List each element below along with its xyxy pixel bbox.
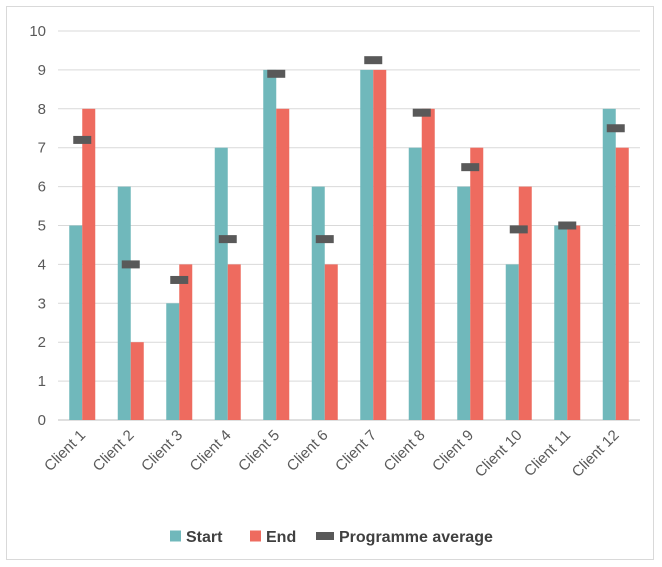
y-tick-label: 4 [38,256,46,273]
legend-swatch [170,530,181,542]
legend-label: End [266,529,296,546]
gridlines [58,30,640,421]
x-tick-label: Client 6 [284,427,332,475]
legend-label: Start [186,529,223,546]
legend-swatch [250,530,261,542]
bar-end [470,147,484,420]
average-marker [121,260,140,269]
x-tick-label: Client 5 [235,427,283,475]
legend-swatch [316,532,334,540]
bar-end [179,264,193,420]
bar-end [421,108,435,421]
average-marker [558,221,577,230]
y-tick-label: 0 [38,412,46,429]
bar-end [373,69,387,421]
bar-start [117,186,131,420]
x-tick-label: Client 1 [41,427,89,475]
y-axis-ticks: 0 1 2 3 4 5 6 7 8 9 10 [29,23,46,429]
bar-end [130,342,144,420]
x-tick-label: Client 2 [90,427,138,475]
x-tick-label: Client 10 [472,427,526,481]
average-marker [315,235,334,244]
average-marker [509,225,528,234]
average-marker [364,56,383,65]
y-tick-label: 2 [38,334,46,351]
average-marker [412,108,431,117]
y-tick-label: 1 [38,373,46,390]
bar-end [324,264,338,420]
bar-start [554,225,568,420]
x-tick-label: Client 7 [332,427,380,475]
bar-start [166,303,180,420]
bar-start [263,69,277,421]
bar-end [615,147,629,420]
average-marker [461,163,480,172]
y-tick-label: 9 [38,62,46,79]
average-marker [218,235,237,244]
average-marker [606,124,625,133]
average-marker [267,69,286,78]
average-markers [73,56,625,284]
legend: Start End Programme average [170,529,493,546]
y-tick-label: 8 [38,101,46,118]
bar-start [311,186,325,420]
y-tick-label: 7 [38,140,46,157]
bar-end [227,264,241,420]
legend-label: Programme average [339,529,493,546]
bar-start [360,69,374,421]
bar-start [214,147,228,420]
bar-end [276,108,290,421]
x-tick-label: Client 8 [381,427,429,475]
average-marker [73,135,92,144]
bar-start [505,264,519,420]
y-tick-label: 10 [29,23,46,40]
bar-start [602,108,616,421]
x-tick-label: Client 9 [429,427,477,475]
x-tick-label: Client 11 [521,427,574,480]
bar-end [518,186,532,420]
y-tick-label: 3 [38,295,46,312]
bar-end [567,225,581,420]
bar-start [408,147,422,420]
average-marker [170,275,189,284]
x-tick-label: Client 4 [187,427,235,475]
x-tick-label: Client 3 [138,427,186,475]
bar-start [69,225,83,420]
bar-end [82,108,96,421]
bar-start [457,186,471,420]
y-tick-label: 5 [38,218,46,235]
x-tick-label: Client 12 [569,427,623,481]
y-tick-label: 6 [38,179,46,196]
x-axis-ticks: Client 1 Client 2 Client 3 Client 4 Client 5… [41,427,622,481]
bars [69,69,629,421]
